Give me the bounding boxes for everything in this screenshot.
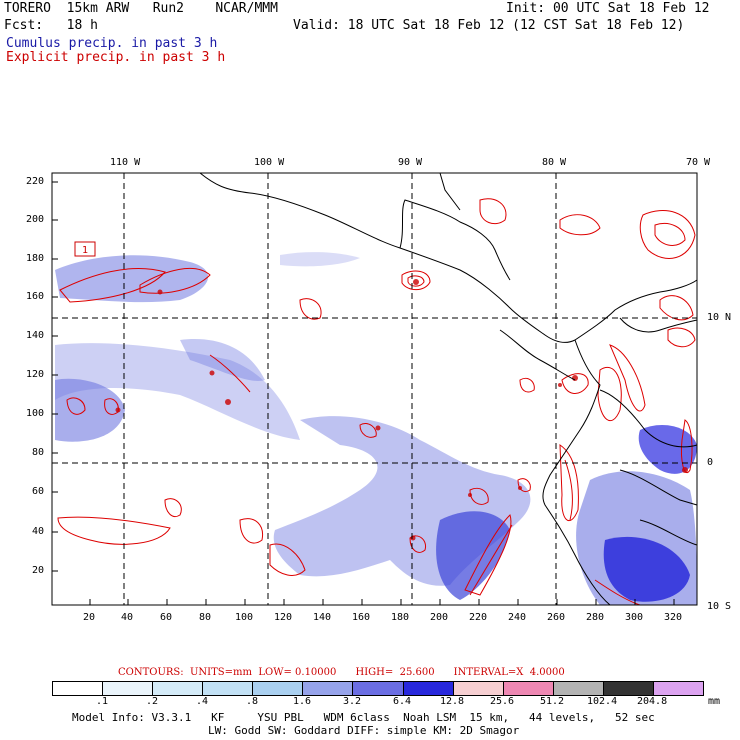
colorbar-swatch [453,682,504,695]
physics-info: LW: Godd SW: Goddard DIFF: simple KM: 2D… [208,724,520,737]
x-tick-180: 180 [391,612,410,623]
cumulus-precip-shading [55,252,697,605]
colorbar-label: 1.6 [293,696,312,707]
lon-label-70w: 70 W [686,157,711,168]
colorbar-label: .2 [146,696,159,707]
colorbar-swatch [353,682,404,695]
precip-colorbar [52,681,704,696]
y-tick-20: 20 [32,565,45,576]
colorbar-swatch [653,682,704,695]
x-tick-60: 60 [160,612,173,623]
x-tick-20: 20 [83,612,96,623]
coastlines [199,172,698,606]
model-title: TORERO 15km ARW Run2 NCAR/MMM [4,1,278,16]
y-tick-200: 200 [26,214,45,225]
colorbar-label: 51.2 [540,696,565,707]
x-tick-280: 280 [586,612,605,623]
colorbar-swatch [203,682,254,695]
y-tick-40: 40 [32,526,45,537]
y-axis-ticks [52,181,58,572]
x-tick-100: 100 [235,612,254,623]
colorbar-label: 12.8 [440,696,465,707]
x-tick-320: 320 [664,612,683,623]
colorbar-swatch [553,682,604,695]
y-tick-100: 100 [26,408,45,419]
y-tick-180: 180 [26,253,45,264]
contour-units-low: CONTOURS: UNITS=mm LOW= 0.10000 [118,667,337,678]
colorbar-label: 6.4 [393,696,412,707]
contour-label-box [74,241,96,257]
lon-label-100w: 100 W [254,157,285,168]
x-tick-160: 160 [352,612,371,623]
x-tick-300: 300 [625,612,644,623]
x-tick-120: 120 [274,612,293,623]
colorbar-swatch [503,682,554,695]
lon-label-90w: 90 W [398,157,423,168]
colorbar-label: 102.4 [587,696,618,707]
lat-label-10s: 10 S [707,601,732,612]
y-tick-80: 80 [32,447,45,458]
valid-time: Valid: 18 UTC Sat 18 Feb 12 (12 CST Sat … [293,18,685,33]
contour-label: 1 [82,245,88,256]
colorbar-label: 3.2 [343,696,362,707]
colorbar-swatch [403,682,454,695]
colorbar-swatch [53,682,104,695]
legend-cumulus: Cumulus precip. in past 3 h [6,36,218,51]
contour-info: CONTOURS: UNITS=mm LOW= 0.10000 HIGH= 25… [118,667,565,678]
legend-explicit: Explicit precip. in past 3 h [6,50,226,65]
lon-label-110w: 110 W [110,157,141,168]
explicit-precip-contours [57,198,696,606]
colorbar-swatch [603,682,654,695]
colorbar-swatch [103,682,154,695]
contour-high: HIGH= 25.600 [355,667,435,678]
y-tick-160: 160 [26,291,45,302]
x-tick-240: 240 [508,612,527,623]
init-time: Init: 00 UTC Sat 18 Feb 12 [506,1,710,16]
x-tick-220: 220 [469,612,488,623]
colorbar-swatch [253,682,304,695]
x-tick-40: 40 [121,612,134,623]
colorbar-label: .1 [96,696,109,707]
lon-label-80w: 80 W [542,157,567,168]
colorbar-swatch [303,682,354,695]
lat-label-0: 0 [707,457,714,468]
y-tick-220: 220 [26,176,45,187]
x-tick-200: 200 [430,612,449,623]
map-frame [51,172,698,606]
colorbar-label: .8 [246,696,259,707]
y-tick-140: 140 [26,330,45,341]
colorbar-label: 25.6 [490,696,515,707]
x-tick-260: 260 [547,612,566,623]
contour-interval: INTERVAL=X 4.0000 [453,667,565,678]
y-tick-120: 120 [26,369,45,380]
lat-label-10n: 10 N [707,312,732,323]
colorbar-label: 204.8 [637,696,668,707]
model-info: Model Info: V3.3.1 KF YSU PBL WDM 6class… [72,711,655,724]
x-tick-140: 140 [313,612,332,623]
forecast-hour: Fcst: 18 h [4,18,98,33]
colorbar-swatch [153,682,204,695]
colorbar-units: mm [708,696,721,707]
x-tick-80: 80 [199,612,212,623]
colorbar-label: .4 [196,696,209,707]
lat-lon-grid [52,173,697,605]
x-axis-ticks [89,599,675,605]
y-tick-60: 60 [32,486,45,497]
